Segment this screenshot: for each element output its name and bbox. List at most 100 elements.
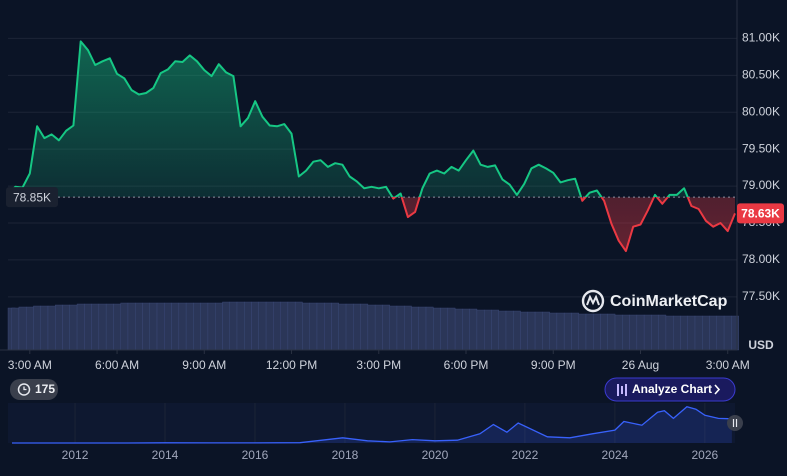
button-text: Analyze Chart [632,382,712,396]
x-tick-label: 6:00 AM [95,358,139,372]
volume-bar [425,306,434,351]
volume-bar [11,307,20,351]
volume-bar [694,315,703,351]
volume-bar [127,302,136,351]
volume-bar [643,314,652,351]
x-tick-label: 12:00 PM [266,358,317,372]
volume-bar [280,301,289,351]
volume-bar [287,301,296,351]
volume-bar [629,314,638,351]
volume-bar [709,315,718,351]
volume-bar [25,306,34,351]
volume-bar [556,312,565,351]
volume-bar [491,309,499,351]
volume-bar [214,302,223,351]
volume-bar [505,310,514,351]
volume-bar [571,312,579,351]
volume-bar [84,303,92,351]
area-up [8,41,688,198]
volume-bar [549,312,558,351]
volume-bar [469,308,478,351]
volume-bar [440,307,449,351]
volume-bar [120,302,129,351]
y-tick-label: 77.50K [742,289,780,303]
y-tick-label: 79.00K [742,178,780,192]
volume-bar [563,312,572,351]
volume-bar [513,310,521,351]
price-line-up [7,40,689,198]
analyze-chart-button[interactable]: Analyze Chart [604,377,736,402]
volume-bar [251,301,260,351]
volume-bar [309,302,318,351]
volume-bar [614,314,623,351]
y-tick-label: 81.00K [742,31,780,45]
volume-bar [716,315,725,351]
volume-bar [498,310,507,351]
volume-bar [658,314,667,351]
volume-bar [273,301,281,351]
volume-bar [265,301,274,351]
volume-bar [171,302,180,351]
navigator-tick-label: 2022 [512,448,539,462]
volume-bar [98,303,107,351]
x-tick-label: 3:00 AM [8,358,52,372]
volume-bar [665,315,674,351]
volume-bar [607,313,616,351]
volume-bar [731,315,739,351]
x-tick-label: 9:00 PM [531,358,576,372]
volume-bar [651,314,659,351]
volume-bar [142,302,150,351]
volume-bar [360,303,369,351]
volume-bar [40,305,49,351]
volume-bar [76,303,85,351]
navigator-tick-label: 2016 [242,448,269,462]
volume-bar [302,302,310,351]
volume-bar [462,308,470,351]
navigator-tick-label: 2012 [62,448,89,462]
volume-bar [600,313,608,351]
navigator-handle[interactable] [727,415,743,431]
volume-bar [593,313,601,351]
y-tick-label: 79.50K [742,141,780,155]
x-tick-label: 6:00 PM [444,358,489,372]
volume-bar [331,302,339,351]
volume-bar [542,311,550,351]
volume-bar [18,306,27,351]
volume-bar [229,301,238,351]
volume-bar [200,302,209,351]
watermark-text: CoinMarketCap [610,293,728,310]
price-line-down [391,197,736,253]
y-tick-label: 78.00K [742,252,780,266]
volume-bar [353,303,361,351]
volume-bar [622,314,630,351]
volume-bar [338,303,347,351]
volume-bar [534,311,543,351]
y-tick-label: 80.50K [742,67,780,81]
volume-bar [433,307,441,351]
navigator-panel [8,403,735,443]
badge-text: 175 [35,382,55,396]
indicator-badge[interactable]: 175 [10,379,58,400]
navigator-tick-label: 2024 [602,448,629,462]
volume-bar [185,302,194,351]
x-tick-label: 3:00 AM [706,358,750,372]
volume-bar [680,315,688,351]
volume-bar [113,303,121,351]
volume-bar [91,303,100,351]
volume-bar [367,304,376,351]
volume-bar [673,315,681,351]
navigator-line [12,405,732,444]
volume-bar [258,301,267,351]
volume-bar [345,303,354,351]
volume-bar [164,302,172,351]
volume-bar [578,313,587,351]
volume-bar [193,302,201,351]
navigator-tick-label: 2014 [152,448,179,462]
volume-bar [105,303,114,351]
baseline-label: 78.85K [13,190,51,204]
volume-bar [636,314,645,351]
volume-bar [135,302,143,351]
volume-bar [374,304,383,351]
volume-bar [222,301,230,351]
